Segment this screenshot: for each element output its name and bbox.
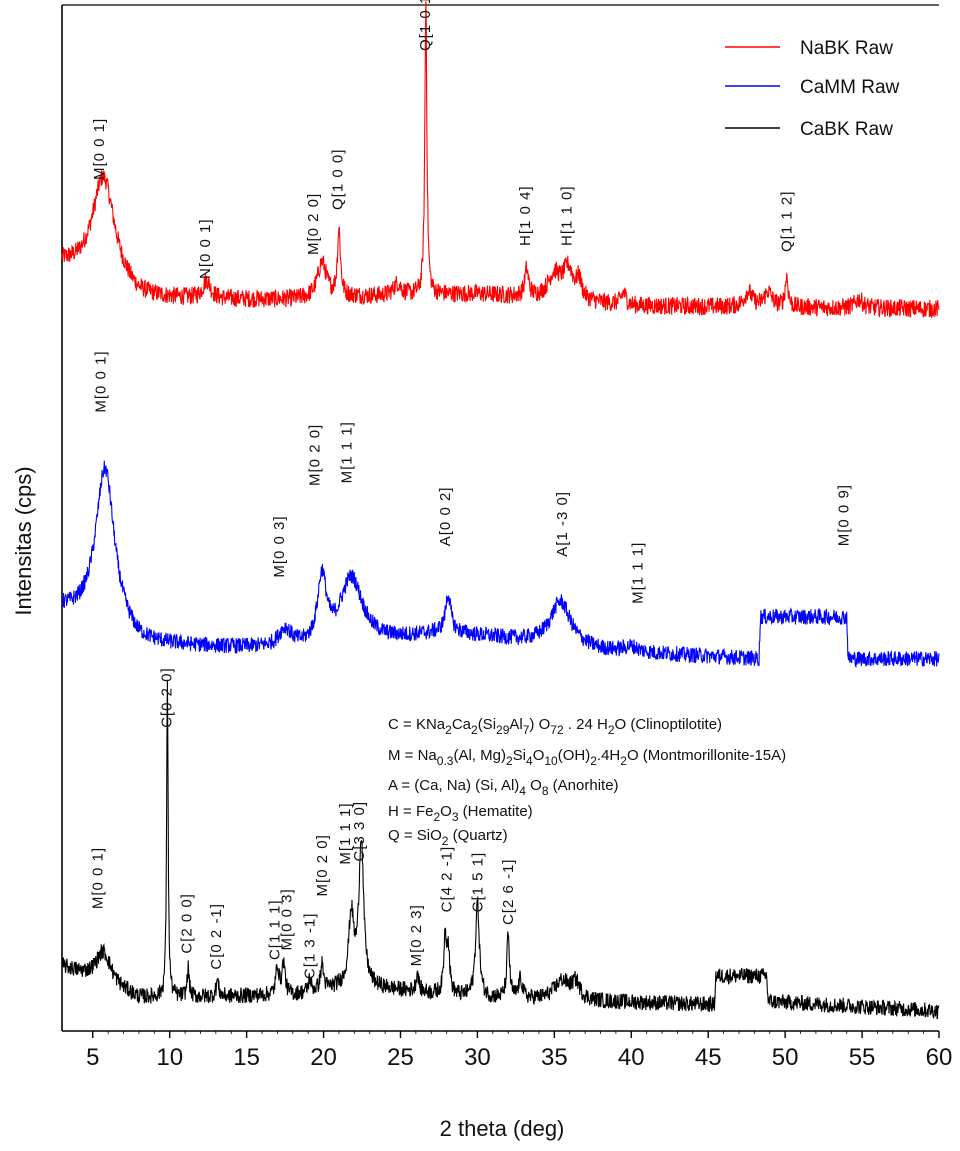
peak-label: M[0 0 1] <box>92 350 109 412</box>
x-axis-title: 2 theta (deg) <box>440 1116 565 1141</box>
peak-label: M[1 1 1] <box>339 421 356 483</box>
series-layer <box>61 1 940 1020</box>
peak-label: A[0 0 2] <box>437 487 454 547</box>
peak-label: A[1 -3 0] <box>554 491 571 557</box>
x-tick-label: 30 <box>464 1044 491 1071</box>
phase-key-line: A = (Ca, Na) (Si, Al)4 O8 (Anorhite) <box>388 777 619 798</box>
phase-key-line: H = Fe2O3 (Hematite) <box>388 803 533 824</box>
peak-label: H[1 1 0] <box>559 185 576 246</box>
peak-label: Q[1 0 0] <box>329 149 346 210</box>
x-tick-label: 35 <box>541 1044 568 1071</box>
peak-label: C[0 2 -1] <box>208 903 225 970</box>
series-line-camm-raw <box>61 460 940 668</box>
phase-key-line: C = KNa2Ca2(Si29Al7) O72 . 24 H2O (Clino… <box>388 716 722 737</box>
peak-label: M[0 2 3] <box>408 904 425 966</box>
peak-label: Q[1 1 2] <box>779 191 796 252</box>
peak-label: M[1 1 1] <box>337 802 354 864</box>
peak-label: C[1 3 -1] <box>302 913 319 980</box>
peak-label: C[4 2 -1] <box>439 846 456 913</box>
peak-label: N[0 0 1] <box>197 218 214 279</box>
phase-key-line: Q = SiO2 (Quartz) <box>388 827 508 848</box>
x-tick-label: 60 <box>926 1044 953 1071</box>
legend-label: NaBK Raw <box>800 38 893 59</box>
peak-label: M[0 2 0] <box>305 193 322 255</box>
x-tick-label: 25 <box>387 1044 414 1071</box>
peak-label: M[0 2 0] <box>306 424 323 486</box>
x-tick-label: 5 <box>86 1044 99 1071</box>
x-tick-label: 20 <box>310 1044 337 1071</box>
x-tick-label: 15 <box>233 1044 260 1071</box>
x-tick-label: 55 <box>849 1044 876 1071</box>
peak-labels: M[0 0 1] N[0 0 1] M[0 2 0] Q[1 0 0] Q[1 0 1]… <box>89 0 852 979</box>
peak-label: M[0 0 1] <box>89 847 106 909</box>
peak-label: M[0 0 3] <box>271 515 288 577</box>
peak-label: M[0 0 3] <box>279 888 296 950</box>
x-tick-label: 45 <box>695 1044 722 1071</box>
x-tick-label: 10 <box>156 1044 183 1071</box>
peak-label: M[0 2 0] <box>314 834 331 896</box>
peak-label: C[3 3 0] <box>351 801 368 862</box>
x-axis-ticks: 5 10 15 20 25 30 35 40 45 50 55 60 <box>86 1031 952 1071</box>
peak-label: H[1 0 4] <box>517 185 534 246</box>
legend-label: CaMM Raw <box>800 77 900 98</box>
x-tick-label: 40 <box>618 1044 645 1071</box>
phase-key-line: M = Na0.3(Al, Mg)2Si4O10(OH)2.4H2O (Mont… <box>388 747 786 768</box>
legend-label: CaBK Raw <box>800 119 893 140</box>
series-line-nabk-raw <box>61 1 940 318</box>
y-axis-title: Intensitas (cps) <box>11 466 36 615</box>
series-line-cabk-raw <box>61 679 940 1020</box>
peak-label: M[0 0 1] <box>91 118 108 180</box>
plot-frame <box>61 4 939 1032</box>
peak-label: Q[1 0 1] <box>417 0 434 51</box>
legend: NaBK Raw CaMM Raw CaBK Raw <box>725 38 900 140</box>
peak-label: M[0 0 9] <box>836 484 853 546</box>
phase-key: C = KNa2Ca2(Si29Al7) O72 . 24 H2O (Clino… <box>388 716 786 848</box>
peak-label: C[0 2 0] <box>159 667 176 728</box>
peak-label: C[2 6 -1] <box>500 859 517 926</box>
peak-label: C[1 5 1] <box>469 852 486 913</box>
peak-label: C[1 1 1] <box>266 900 283 961</box>
x-tick-label: 50 <box>772 1044 799 1071</box>
peak-label: M[1 1 1] <box>629 542 646 604</box>
peak-label: C[2 0 0] <box>179 893 196 954</box>
